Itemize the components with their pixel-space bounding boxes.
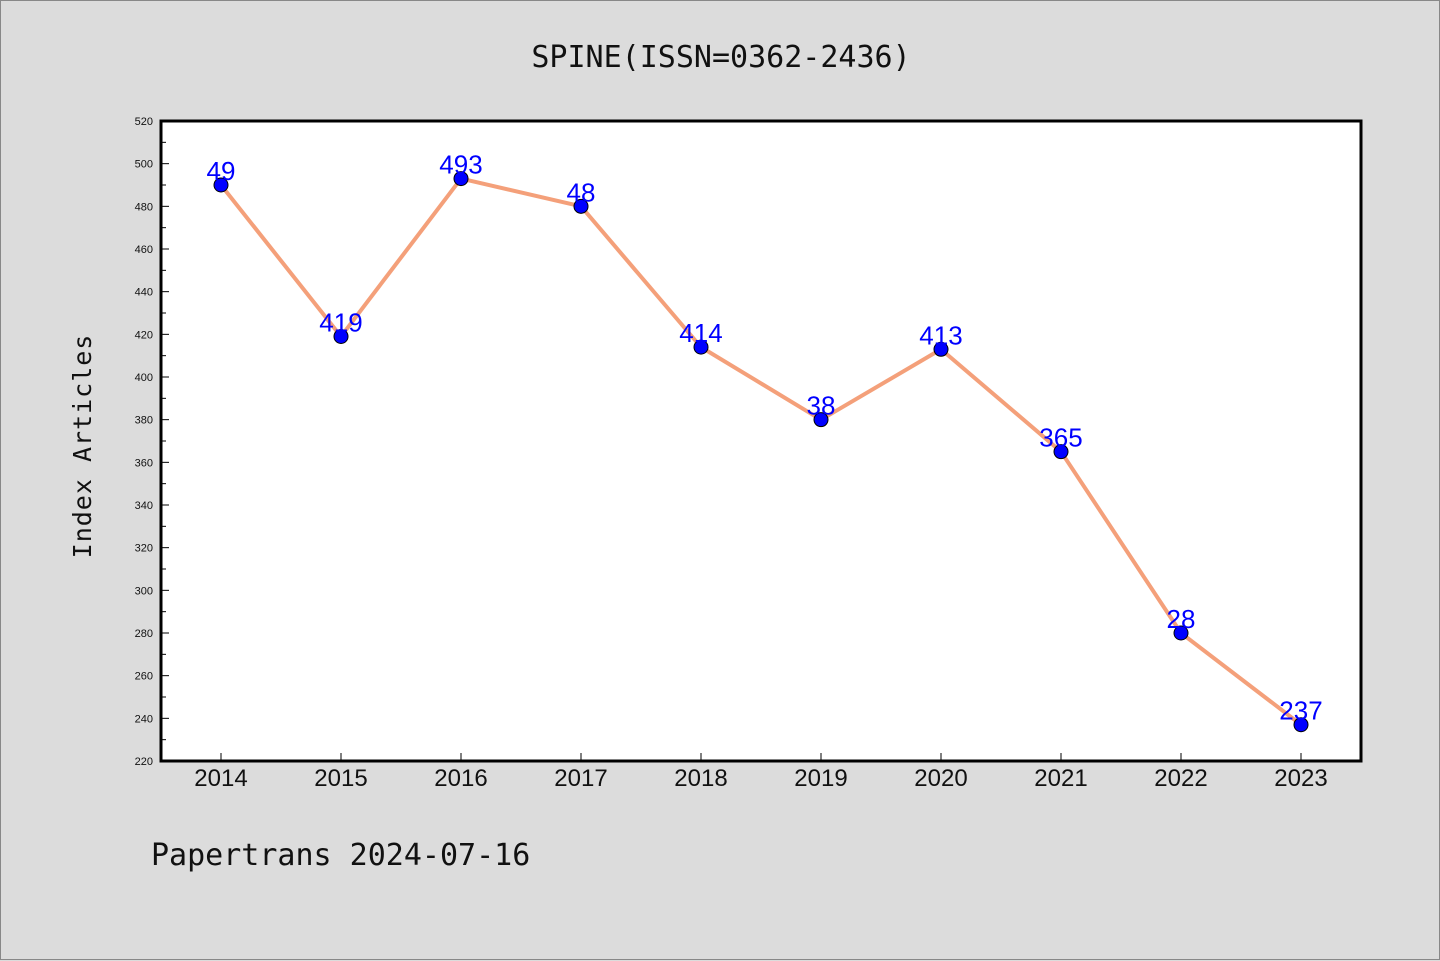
data-point (573, 198, 589, 214)
data-point (1173, 625, 1189, 641)
y-tick-label: 300 (135, 585, 153, 597)
chart-title: SPINE(ISSN=0362-2436) (531, 40, 910, 75)
x-tick-label: 2017 (554, 765, 607, 792)
data-point (933, 341, 949, 357)
data-label: 237 (1279, 696, 1322, 726)
y-tick-label: 260 (135, 671, 153, 683)
y-tick-label: 440 (135, 287, 153, 299)
plot-area (159, 119, 1363, 763)
y-tick-label: 320 (135, 543, 153, 555)
data-label: 49 (207, 156, 236, 186)
x-tick-label: 2016 (434, 765, 487, 792)
data-point (813, 412, 829, 428)
x-tick-label: 2022 (1154, 765, 1207, 792)
data-point (213, 177, 229, 193)
y-tick-label: 500 (135, 159, 153, 171)
x-tick-label: 2018 (674, 765, 727, 792)
y-tick-label: 360 (135, 457, 153, 469)
y-tick-label: 380 (135, 415, 153, 427)
y-tick-label: 400 (135, 372, 153, 384)
y-tick-label: 480 (135, 201, 153, 213)
x-tick-label: 2014 (194, 765, 247, 792)
x-axis: 2014 2015 2016 2017 2018 2019 2020 2021 2022 2023 (194, 753, 1328, 792)
data-label: 28 (1167, 604, 1196, 634)
data-label: 419 (319, 307, 362, 337)
x-tick-label: 2020 (914, 765, 967, 792)
x-tick-label: 2021 (1034, 765, 1087, 792)
y-tick-label: 340 (135, 500, 153, 512)
y-tick-label: 520 (135, 116, 153, 128)
data-point (1053, 444, 1069, 460)
data-point (453, 171, 469, 187)
y-tick-label: 460 (135, 244, 153, 256)
data-point (333, 328, 349, 344)
series-layer: 49 419 493 48 414 38 413 365 28 237 (207, 150, 1323, 733)
y-tick-label: 220 (135, 756, 153, 768)
y-tick-label: 240 (135, 713, 153, 725)
y-axis-label: Index Articles (68, 334, 97, 559)
series-line (219, 176, 1303, 727)
data-label: 414 (679, 318, 722, 348)
x-tick-label: 2023 (1274, 765, 1327, 792)
data-label: 48 (567, 177, 596, 207)
data-label: 413 (919, 320, 962, 350)
x-tick-label: 2015 (314, 765, 367, 792)
data-label: 38 (807, 391, 836, 421)
y-tick-label: 280 (135, 628, 153, 640)
y-axis: 520 500 480 460 440 420 400 380 360 340 320 300 280 2… (135, 116, 169, 768)
data-label: 365 (1039, 423, 1082, 453)
data-label: 493 (439, 150, 482, 180)
y-tick-label: 420 (135, 329, 153, 341)
data-point (693, 339, 709, 355)
footer-credit: Papertrans 2024-07-16 (151, 838, 530, 873)
data-point (1293, 717, 1309, 733)
x-tick-label: 2019 (794, 765, 847, 792)
